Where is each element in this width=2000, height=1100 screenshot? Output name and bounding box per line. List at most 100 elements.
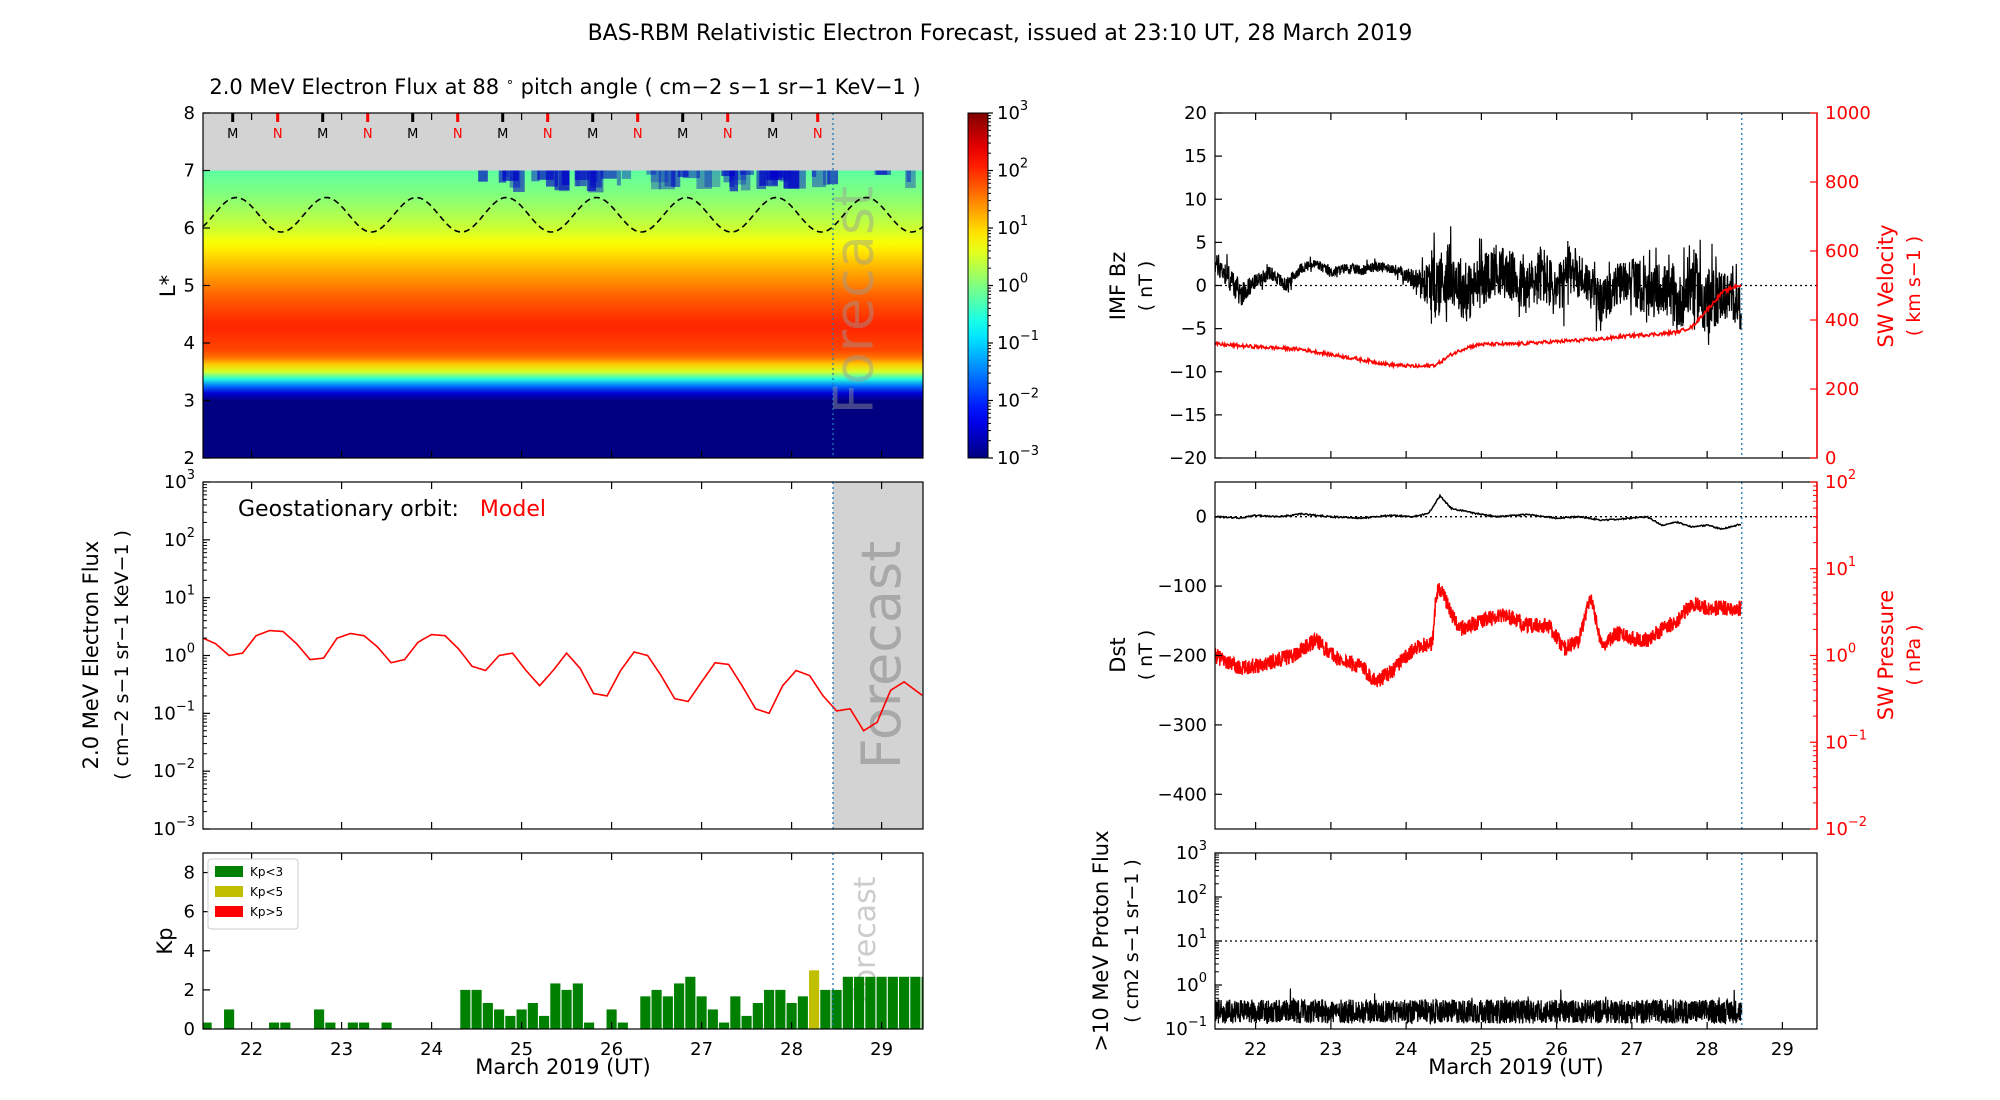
heatmap-content: Forecast M N M N M N M N M N M N M N <box>203 113 923 458</box>
y-tick-label-exp: 0 <box>1199 971 1207 986</box>
y-tick-label: 6 <box>184 902 195 923</box>
y-tick-label-exp: −1 <box>176 699 195 714</box>
heatmap-depletion-patch <box>827 170 839 185</box>
colorbar-tick-label: 10−1 <box>997 329 1039 354</box>
y-tick-label-base: 10 <box>1176 887 1199 908</box>
heatmap-forecast-label: Forecast <box>823 186 886 415</box>
kp-bar <box>707 1009 718 1029</box>
kp-bar <box>842 976 853 1029</box>
kp-bar <box>696 996 707 1029</box>
heatmap-y-ticks: 2 3 4 5 6 7 8 <box>184 103 210 469</box>
colorbar-tick-label-base: 10 <box>997 161 1020 182</box>
heatmap-depletion-patch <box>812 170 826 188</box>
heatmap-depletion-patch <box>574 170 590 180</box>
y-tick-label: 103 <box>164 468 195 493</box>
kp-bar <box>359 1022 370 1029</box>
mlt-marker-label: N <box>453 127 463 142</box>
kp-x-ticks: 22 23 24 25 26 27 28 29 <box>240 853 893 1060</box>
colorbar-tick-label-base: 10 <box>997 276 1020 297</box>
kp-legend-low: Kp<3 <box>250 865 283 879</box>
heatmap-depletion-patch <box>756 170 767 189</box>
kp-bar <box>347 1022 358 1029</box>
geo-flux-panel: Forecast Geostationary orbit: Model 10−3… <box>79 468 924 840</box>
y2-tick-label-base: 10 <box>1825 646 1848 667</box>
kp-content: Forecast <box>203 853 923 1029</box>
kp-bar <box>280 1022 291 1029</box>
heatmap-depletion-patch <box>677 170 689 177</box>
y-tick-label: 2 <box>184 980 195 1001</box>
colorbar-tick-label-base: 10 <box>997 333 1020 354</box>
x-tick-label: 25 <box>510 1039 533 1060</box>
geo-flux-ylabel: 2.0 MeV Electron Flux <box>79 541 103 770</box>
kp-bar <box>921 976 923 1029</box>
y-tick-label-exp: 1 <box>1199 927 1207 942</box>
heatmap-title-units: pitch angle ( cm−2 s−1 sr−1 KeV−1 ) <box>521 75 921 99</box>
kp-bar <box>887 976 898 1029</box>
kp-xlabel: March 2019 (UT) <box>475 1055 650 1079</box>
y-tick-label-exp: 3 <box>1199 839 1207 854</box>
y2-tick-label-exp: −2 <box>1848 815 1867 830</box>
geo-forecast-label: Forecast <box>850 541 913 770</box>
kp-bar <box>606 1009 617 1029</box>
kp-bar <box>899 976 910 1029</box>
model-flux-line <box>203 629 923 732</box>
imf-panel: −20 −15 −10 −5 0 5 10 15 20 0 200 400 600 800 1000 IM… <box>1106 103 1925 469</box>
kp-bar <box>752 1002 763 1029</box>
mlt-marker-label: M <box>407 127 418 142</box>
colorbar-tick-label: 103 <box>997 99 1028 124</box>
colorbar-tick-label: 102 <box>997 157 1028 182</box>
kp-bar <box>494 1009 505 1029</box>
bz-line <box>1215 226 1742 345</box>
kp-bar <box>203 1022 212 1029</box>
colorbar-tick-label-exp: 1 <box>1020 214 1028 229</box>
y2-tick-label-exp: 2 <box>1848 468 1856 483</box>
kp-bar <box>662 996 673 1029</box>
dst-ylabel: Dst <box>1106 637 1130 672</box>
y-tick-label-exp: 0 <box>187 642 195 657</box>
heatmap-flux-fill <box>203 170 923 458</box>
proton-content <box>1215 853 1817 1029</box>
heatmap-depletion-patch <box>537 170 554 180</box>
x-tick-label: 26 <box>1545 1039 1568 1060</box>
kp-legend: Kp<3 Kp<5 Kp>5 <box>207 858 299 930</box>
y-tick-label: −200 <box>1158 646 1207 667</box>
dst-ylabel-units: ( nT ) <box>1135 630 1157 681</box>
kp-bar <box>269 1022 280 1029</box>
y2-tick-label-base: 10 <box>1825 819 1848 840</box>
y-tick-label: 15 <box>1184 146 1207 167</box>
colorbar-tick-label-exp: 0 <box>1020 272 1028 287</box>
y2-tick-label-base: 10 <box>1825 559 1848 580</box>
x-tick-label: 25 <box>1470 1039 1493 1060</box>
y-tick-label-exp: −1 <box>1188 1015 1207 1030</box>
kp-bar <box>741 1015 752 1029</box>
x-tick-label: 22 <box>240 1039 263 1060</box>
imf-content <box>1215 113 1817 458</box>
y-tick-label-base: 10 <box>164 588 187 609</box>
y-tick-label: 101 <box>1176 927 1207 952</box>
y-tick-label: −10 <box>1169 362 1207 383</box>
y-tick-label: 10−1 <box>153 699 195 724</box>
y-tick-label: −20 <box>1169 448 1207 469</box>
colorbar-tick-label: 100 <box>997 272 1028 297</box>
imf-ylabel: IMF Bz <box>1106 252 1130 321</box>
dst-content <box>1215 482 1817 829</box>
kp-legend-high: Kp>5 <box>250 905 283 919</box>
mlt-marker-label: N <box>363 127 373 142</box>
kp-bar <box>797 996 808 1029</box>
colorbar-tick-label-exp: −3 <box>1020 444 1039 459</box>
kp-bar <box>854 976 865 1029</box>
y-tick-label: 6 <box>184 218 195 239</box>
geo-flux-frame <box>202 481 924 830</box>
imf-y2label-units: ( km s−1 ) <box>1903 236 1925 336</box>
y-tick-label: 101 <box>164 584 195 609</box>
heatmap-grey-region <box>203 113 923 171</box>
velocity-line <box>1215 283 1742 370</box>
y-tick-label: 100 <box>1176 971 1207 996</box>
mlt-marker-label: M <box>497 127 508 142</box>
kp-bar <box>876 976 887 1029</box>
